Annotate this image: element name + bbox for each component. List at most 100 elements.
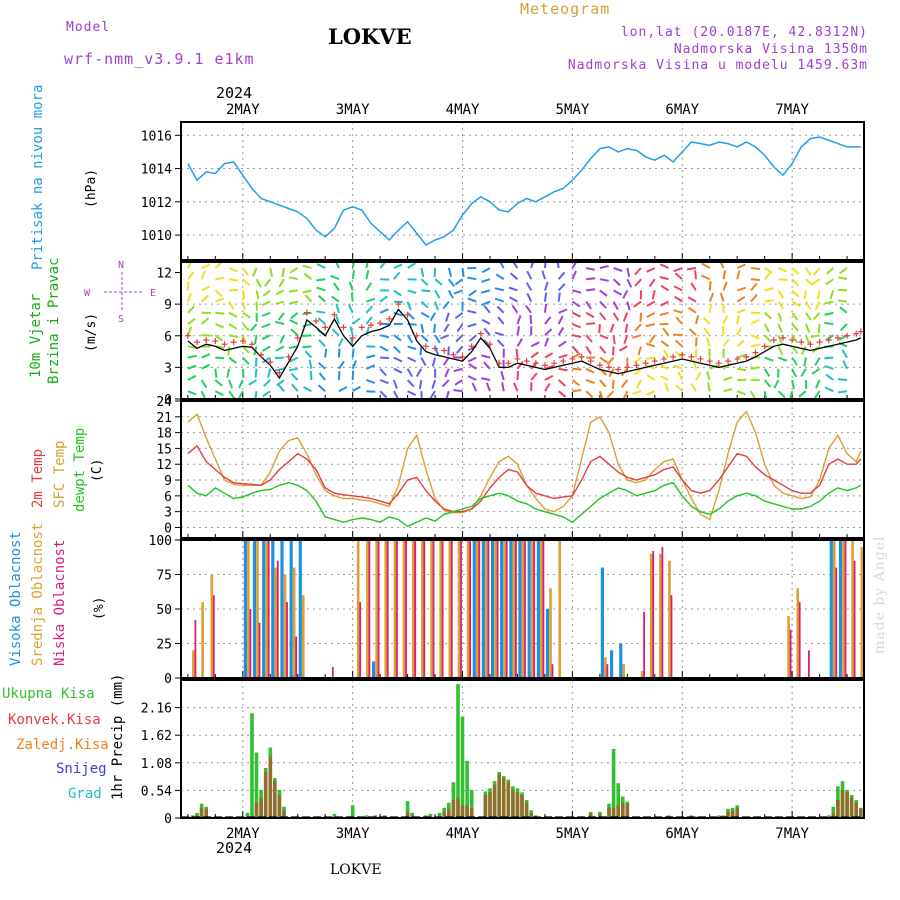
mid-cloud-bar [402,540,406,678]
wind-gust-point [779,334,786,341]
conv-precip-bar [840,789,845,818]
wind-arrow [352,385,361,393]
wind-arrow [764,287,774,292]
wind-arrow [317,384,326,392]
wind-gust-point [816,339,823,346]
wind-arrow [228,301,235,310]
wind-arrow [543,281,549,291]
wind-arrow [791,267,800,275]
wind-gust-point [606,364,613,371]
conv-precip-bar [511,789,515,818]
wind-arrow [214,289,223,298]
y-tick-label: 12 [156,458,172,473]
low-cloud-bar [377,540,380,678]
wind-arrow [842,360,848,370]
y-tick-label: 75 [156,569,172,584]
mid-cloud-bar [833,540,836,678]
mid-cloud-bar [247,540,250,678]
wind-arrow [393,334,402,342]
wind-arrow [558,367,568,372]
wind-arrow [662,349,670,359]
wind-arrow [736,326,743,336]
mid-cloud-bar [274,567,278,678]
wind-arrow [675,384,683,392]
wind-arrow [791,368,797,378]
wind-arrow [687,296,697,303]
low-cloud-bar [853,560,856,678]
wind-gust-point [633,362,640,369]
low-cloud-bar [670,595,673,678]
wind-arrow [750,390,757,400]
wind-arrow [763,271,772,280]
wind-arrow [433,323,437,334]
wind-arrow [434,289,441,299]
wind-gust-point [697,355,704,362]
wind-arrow [467,309,477,314]
wind-arrow [825,373,834,381]
wind-arrow [516,315,522,325]
wind-arrow [302,289,312,294]
low-cloud-bar [276,560,279,678]
wind-arrow [393,367,403,374]
wind-arrow [511,304,519,314]
wind-gust-point [221,341,228,348]
wind-arrow [791,345,799,355]
high-cloud-bar [298,540,302,678]
wind-arrow [288,367,298,372]
conv-precip-bar [836,800,840,818]
y-tick-label: 9 [164,298,172,313]
low-cloud-bar [432,540,435,678]
wind-arrow [495,273,505,281]
high-cloud-bar [600,567,604,678]
wind-arrow [722,338,730,348]
wind-arrow [366,354,376,359]
wind-arrow [702,316,711,325]
wind-gust-point [615,366,622,373]
wind-arrow [613,267,623,272]
wind-arrow [350,337,354,347]
wind-arrow [839,323,848,332]
panel-frame [180,121,865,261]
wind-gust-point [807,341,814,348]
wind-arrow [420,357,427,366]
wind-arrow [214,334,223,342]
total-precip-bar [465,760,469,818]
wind-arrow [379,345,389,352]
wind-arrow [454,379,464,386]
wind-arrow [750,343,760,348]
conv-precip-bar [442,811,446,818]
wind-gust-point [743,353,750,360]
wind-arrow [214,390,224,397]
wind-arrow [839,267,848,275]
mid-cloud-bar [265,540,268,678]
wind-arrow [599,334,609,340]
wind-arrow [612,312,620,322]
y-tick-label: 1.62 [141,729,172,744]
wind-arrow [524,305,532,314]
wind-gust-point [541,362,548,369]
station-title: LOKVE [328,24,412,49]
wind-arrow [763,379,772,388]
wind-gust-point [551,360,558,367]
wind-arrow [434,301,439,311]
mid-cloud-bar [393,540,397,678]
low-cloud-bar [542,540,545,678]
wind-arrow [481,289,491,294]
wind-arrow [624,323,629,334]
mid-cloud-bar [558,540,561,678]
wind-arrow [351,270,356,280]
wind-arrow [331,328,340,336]
wind-arrow [418,379,423,390]
wind-arrow [309,370,313,381]
y-tick-label: 50 [156,603,172,618]
wind-arrow [248,379,258,386]
wind-gust-point [413,332,420,339]
wind-arrow [497,316,505,325]
wind-arrow [291,383,299,392]
wind-arrow [664,382,670,392]
high-cloud-bar [262,540,266,678]
wind-arrow [673,267,683,273]
wind-arrow [496,305,505,314]
wind-arrow [288,300,298,305]
mid-cloud-bar [796,588,799,678]
